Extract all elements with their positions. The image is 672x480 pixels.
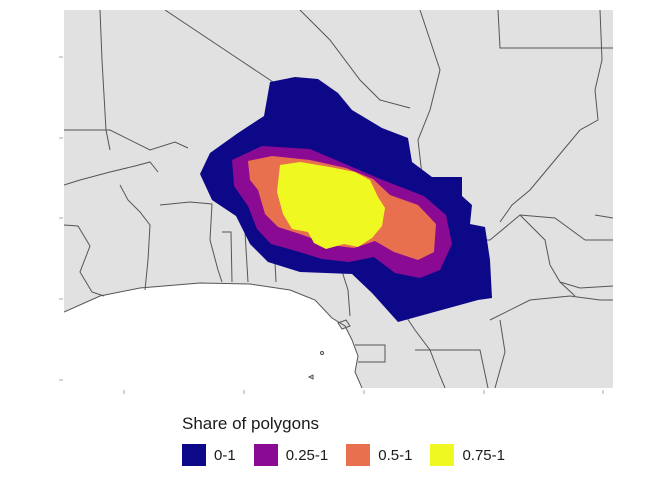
legend-items: 0-1 0.25-1 0.5-1 0.75-1	[182, 444, 562, 466]
legend-swatch	[182, 444, 206, 466]
polygon-share-0-75-1	[277, 162, 385, 249]
legend-title: Share of polygons	[182, 414, 320, 433]
legend-swatch	[253, 444, 278, 466]
coastline	[64, 282, 363, 388]
legend-swatch	[430, 444, 455, 466]
legend-item: 0.25-1	[253, 444, 329, 466]
legend-label: 0.75-1	[462, 446, 505, 464]
legend-label: 0-1	[214, 446, 236, 464]
island	[337, 319, 351, 330]
sea-area	[64, 283, 362, 388]
legend-label: 0.5-1	[378, 446, 413, 464]
legend-item: 0-1	[182, 444, 236, 466]
legend-item: 0.5-1	[346, 444, 412, 466]
share-polygons	[200, 77, 492, 322]
axis-ticks	[59, 56, 604, 394]
legend-swatch	[346, 444, 371, 466]
legend-item: 0.75-1	[430, 444, 505, 466]
island	[307, 374, 314, 380]
island	[319, 350, 325, 356]
legend: Share of polygons 0-1 0.25-1 0.5-1 0.75-…	[182, 414, 562, 466]
legend-label: 0.25-1	[285, 446, 329, 464]
